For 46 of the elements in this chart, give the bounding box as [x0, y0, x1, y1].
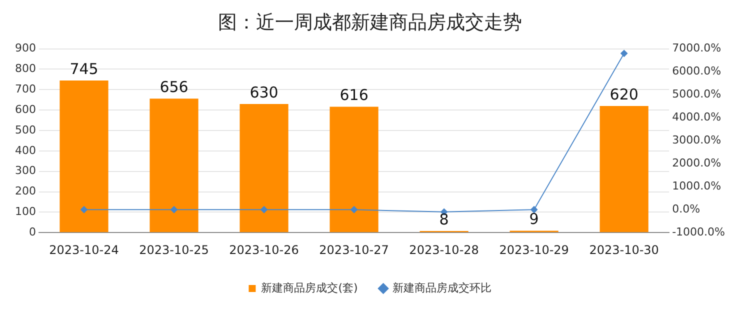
y-tick-label: 500: [14, 123, 36, 136]
y2-tick-label: 7000.0%: [672, 42, 722, 55]
point: [350, 206, 358, 214]
x-tick-label: 2023-10-30: [589, 242, 659, 257]
y-tick-label: 600: [14, 102, 36, 116]
data-label: 8: [439, 210, 449, 228]
y-tick-label: 900: [14, 42, 36, 55]
y-tick-label: 0: [28, 225, 36, 238]
point: [620, 50, 628, 57]
y2-tick-label: 1000.0%: [672, 180, 722, 193]
legend-label: 新建商品房成交环比: [392, 281, 492, 294]
bar: [240, 104, 288, 232]
x-tick-label: 2023-10-25: [139, 242, 209, 257]
data-label: 620: [610, 85, 638, 104]
y2-tick-label: 5000.0%: [672, 88, 722, 101]
y2-tick-label: -1000.0%: [672, 225, 726, 238]
bar: [150, 98, 198, 232]
point: [170, 206, 178, 214]
y-tick-label: 700: [14, 82, 36, 96]
data-label: 656: [160, 78, 188, 96]
data-label: 630: [250, 83, 278, 102]
y2-tick-label: 6000.0%: [672, 64, 722, 78]
y-tick-label: 300: [14, 164, 36, 178]
data-label: 745: [70, 60, 98, 78]
point: [80, 206, 88, 214]
y2-tick-label: 0.0%: [672, 202, 700, 216]
legend-label: 新建商品房成交(套): [261, 281, 358, 294]
point: [260, 206, 268, 214]
y-tick-label: 800: [14, 62, 36, 76]
x-tick-label: 2023-10-29: [499, 242, 569, 257]
x-tick-label: 2023-10-24: [49, 242, 119, 257]
chart-title: 图：近一周成都新建商品房成交走势: [218, 11, 522, 34]
y2-tick-label: 4000.0%: [672, 110, 722, 124]
data-label: 9: [529, 210, 539, 228]
y2-tick-label: 2000.0%: [672, 156, 722, 170]
x-tick-label: 2023-10-28: [409, 242, 479, 257]
y2-tick-label: 3000.0%: [672, 134, 722, 147]
bar: [600, 106, 648, 232]
data-label: 616: [340, 86, 368, 104]
y-tick-label: 200: [14, 184, 36, 198]
bar: [60, 80, 108, 232]
x-tick-label: 2023-10-27: [319, 242, 389, 257]
y-tick-label: 100: [14, 205, 36, 218]
bar: [330, 106, 378, 232]
y-tick-label: 400: [14, 144, 36, 157]
x-tick-label: 2023-10-26: [229, 242, 299, 257]
